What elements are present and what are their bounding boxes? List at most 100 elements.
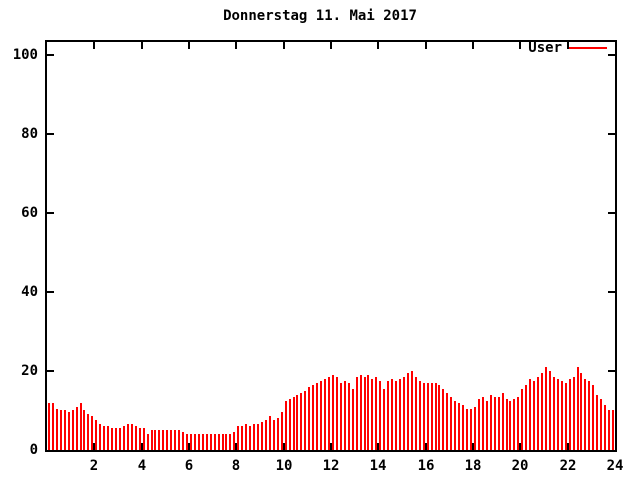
- bar: [541, 373, 543, 450]
- bar: [502, 393, 504, 450]
- bar: [442, 389, 444, 450]
- bar: [190, 434, 192, 450]
- x-tick-mark: [235, 42, 237, 49]
- bar: [494, 397, 496, 450]
- bar: [151, 430, 153, 450]
- bar: [371, 379, 373, 450]
- bar: [154, 430, 156, 450]
- plot-inner: [47, 42, 615, 450]
- bar: [95, 420, 97, 450]
- bar: [115, 428, 117, 450]
- x-tick-mark: [283, 42, 285, 49]
- bar: [474, 407, 476, 450]
- bar: [399, 379, 401, 450]
- bar: [281, 412, 283, 450]
- bar: [415, 377, 417, 450]
- bar: [549, 371, 551, 450]
- bar: [458, 403, 460, 450]
- bar: [379, 381, 381, 450]
- bar: [506, 399, 508, 450]
- bar: [403, 377, 405, 450]
- bar: [269, 416, 271, 450]
- bar: [296, 395, 298, 450]
- bar: [111, 428, 113, 450]
- x-tick-mark: [330, 443, 332, 450]
- bar: [194, 434, 196, 450]
- bar: [509, 401, 511, 450]
- x-tick-mark: [472, 42, 474, 49]
- bar: [99, 424, 101, 450]
- x-tick-mark: [377, 42, 379, 49]
- bar: [435, 383, 437, 450]
- bar: [592, 385, 594, 450]
- x-tick-mark: [425, 42, 427, 49]
- x-tick-mark: [93, 443, 95, 450]
- bar: [375, 377, 377, 450]
- bar: [466, 409, 468, 450]
- bar: [186, 434, 188, 450]
- bar: [360, 375, 362, 450]
- bar: [265, 420, 267, 450]
- bar: [218, 434, 220, 450]
- y-tick-mark: [608, 212, 615, 214]
- bar: [285, 401, 287, 450]
- bar: [557, 379, 559, 450]
- bar: [533, 381, 535, 450]
- bar: [222, 434, 224, 450]
- bar: [344, 381, 346, 450]
- x-tick-label: 16: [417, 458, 435, 474]
- bar: [612, 410, 614, 450]
- x-tick-label: 24: [606, 458, 624, 474]
- bar: [277, 418, 279, 450]
- bar: [135, 426, 137, 450]
- y-tick-mark: [47, 54, 54, 56]
- bar: [245, 424, 247, 450]
- bar: [103, 426, 105, 450]
- bar: [143, 428, 145, 450]
- bar: [147, 434, 149, 450]
- x-tick-label: 8: [231, 458, 241, 474]
- bar: [206, 434, 208, 450]
- bar: [237, 426, 239, 450]
- bar: [76, 407, 78, 450]
- bar: [48, 403, 50, 450]
- bar: [174, 430, 176, 450]
- bar: [478, 399, 480, 450]
- bar: [608, 410, 610, 450]
- bar: [565, 383, 567, 450]
- y-tick-mark: [608, 133, 615, 135]
- bar: [72, 410, 74, 450]
- bar: [324, 379, 326, 450]
- bar: [162, 430, 164, 450]
- bar: [178, 430, 180, 450]
- bar: [596, 395, 598, 450]
- bar: [383, 389, 385, 450]
- bar: [438, 385, 440, 450]
- x-tick-mark: [377, 443, 379, 450]
- bar: [521, 389, 523, 450]
- bar: [253, 424, 255, 450]
- x-tick-mark: [330, 42, 332, 49]
- y-tick-mark: [608, 54, 615, 56]
- bar: [423, 383, 425, 450]
- bar: [166, 430, 168, 450]
- bar: [60, 410, 62, 450]
- bar: [308, 387, 310, 450]
- bar: [356, 377, 358, 450]
- y-tick-mark: [47, 291, 54, 293]
- bar: [56, 409, 58, 450]
- bar: [525, 385, 527, 450]
- bar: [225, 434, 227, 450]
- bar: [202, 434, 204, 450]
- y-tick-label: 100: [12, 47, 38, 63]
- bar: [482, 397, 484, 450]
- bar: [293, 397, 295, 450]
- x-tick-label: 4: [137, 458, 147, 474]
- bar: [577, 367, 579, 450]
- bar: [584, 379, 586, 450]
- y-tick-label: 60: [21, 205, 38, 221]
- y-tick-mark: [47, 370, 54, 372]
- x-tick-mark: [188, 42, 190, 49]
- bar: [580, 373, 582, 450]
